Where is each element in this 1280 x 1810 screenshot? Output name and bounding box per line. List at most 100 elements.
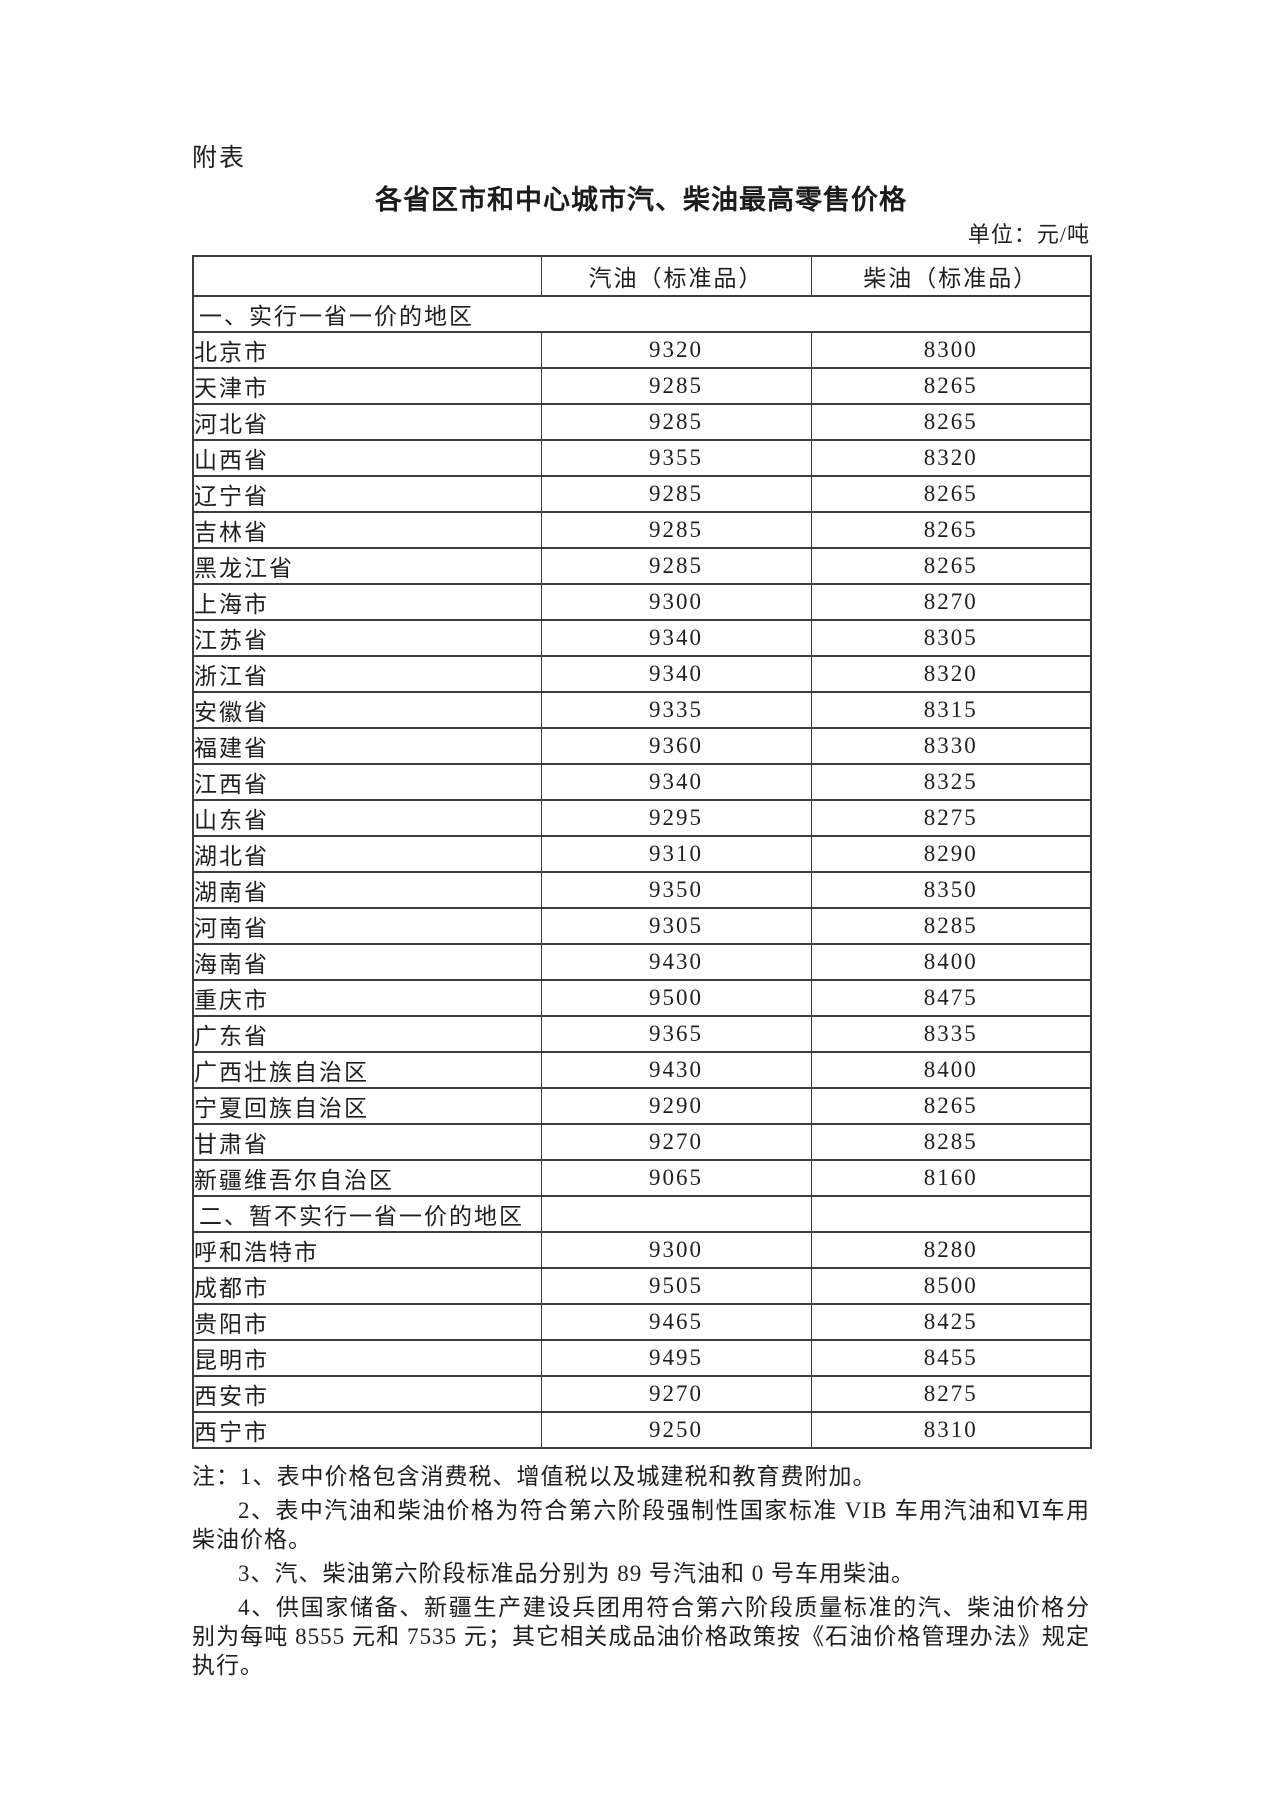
unit-label: 单位：元/吨 bbox=[967, 222, 1090, 247]
gasoline-price-cell: 9350 bbox=[540, 871, 812, 909]
price-row: 北京市 9320 8300 bbox=[192, 331, 1092, 369]
gasoline-price-cell: 9335 bbox=[540, 691, 812, 729]
region-cell: 广东省 bbox=[192, 1015, 542, 1053]
gasoline-price-cell: 9290 bbox=[540, 1087, 812, 1125]
region-cell: 福建省 bbox=[192, 727, 542, 765]
region-cell: 河北省 bbox=[192, 403, 542, 441]
gasoline-price-cell: 9310 bbox=[540, 835, 812, 873]
region-cell: 江西省 bbox=[192, 763, 542, 801]
price-row: 宁夏回族自治区 9290 8265 bbox=[192, 1087, 1092, 1125]
gasoline-price-cell: 9320 bbox=[540, 331, 812, 369]
price-row: 湖南省 9350 8350 bbox=[192, 871, 1092, 909]
region-cell: 辽宁省 bbox=[192, 475, 542, 513]
gasoline-price-cell: 9285 bbox=[540, 367, 812, 405]
note-item: 2、表中汽油和柴油价格为符合第六阶段强制性国家标准 VIB 车用汽油和Ⅵ车用柴油… bbox=[192, 1498, 1090, 1552]
gasoline-price-cell: 9465 bbox=[540, 1303, 812, 1341]
diesel-price-cell: 8500 bbox=[810, 1267, 1092, 1305]
section-heading-row: 一、实行一省一价的地区 bbox=[192, 295, 1092, 333]
diesel-price-cell: 8305 bbox=[810, 619, 1092, 657]
col-header-gasoline: 汽油（标准品） bbox=[540, 255, 812, 297]
price-row: 湖北省 9310 8290 bbox=[192, 835, 1092, 873]
diesel-price-cell: 8265 bbox=[810, 547, 1092, 585]
price-row: 河北省 9285 8265 bbox=[192, 403, 1092, 441]
region-cell: 昆明市 bbox=[192, 1339, 542, 1377]
gasoline-price-cell: 9285 bbox=[540, 511, 812, 549]
price-table-body: 一、实行一省一价的地区 北京市 9320 8300 天津市 9285 8265 河北省 9285… bbox=[192, 295, 1092, 1449]
gasoline-price-cell: 9295 bbox=[540, 799, 812, 837]
document-title: 各省区市和中心城市汽、柴油最高零售价格 bbox=[375, 185, 907, 215]
diesel-price-cell: 8275 bbox=[810, 1375, 1092, 1413]
diesel-price-cell: 8290 bbox=[810, 835, 1092, 873]
diesel-price-cell: 8265 bbox=[810, 367, 1092, 405]
price-row: 广西壮族自治区 9430 8400 bbox=[192, 1051, 1092, 1089]
region-cell: 西宁市 bbox=[192, 1411, 542, 1449]
price-row: 广东省 9365 8335 bbox=[192, 1015, 1092, 1053]
gasoline-price-cell: 9360 bbox=[540, 727, 812, 765]
region-cell: 重庆市 bbox=[192, 979, 542, 1017]
notes: 注：1、表中价格包含消费税、增值税以及城建税和教育费附加。 2、表中汽油和柴油价格… bbox=[192, 1462, 1090, 1680]
col-header-region bbox=[192, 255, 542, 297]
gasoline-price-cell: 9355 bbox=[540, 439, 812, 477]
note-item: 3、汽、柴油第六阶段标准品分别为 89 号汽油和 0 号车用柴油。 bbox=[238, 1561, 915, 1586]
diesel-price-cell: 8330 bbox=[810, 727, 1092, 765]
region-cell: 天津市 bbox=[192, 367, 542, 405]
price-row: 山东省 9295 8275 bbox=[192, 799, 1092, 837]
section-heading-cell: 二、暂不实行一省一价的地区 bbox=[192, 1195, 542, 1233]
price-row: 成都市 9505 8500 bbox=[192, 1267, 1092, 1305]
diesel-price-cell: 8325 bbox=[810, 763, 1092, 801]
price-row: 甘肃省 9270 8285 bbox=[192, 1123, 1092, 1161]
region-cell: 河南省 bbox=[192, 907, 542, 945]
gasoline-price-cell: 9500 bbox=[540, 979, 812, 1017]
gasoline-price-cell: 9340 bbox=[540, 619, 812, 657]
diesel-price-cell: 8160 bbox=[810, 1159, 1092, 1197]
price-row: 贵阳市 9465 8425 bbox=[192, 1303, 1092, 1341]
diesel-price-cell: 8300 bbox=[810, 331, 1092, 369]
diesel-price-cell: 8275 bbox=[810, 799, 1092, 837]
diesel-price-cell: 8315 bbox=[810, 691, 1092, 729]
note-item: 4、供国家储备、新疆生产建设兵团用符合第六阶段质量标准的汽、柴油价格分别为每吨 … bbox=[192, 1595, 1090, 1678]
diesel-price-cell: 8425 bbox=[810, 1303, 1092, 1341]
gasoline-price-cell: 9340 bbox=[540, 655, 812, 693]
gasoline-price-cell: 9285 bbox=[540, 475, 812, 513]
diesel-price-cell: 8265 bbox=[810, 403, 1092, 441]
gasoline-price-cell: 9305 bbox=[540, 907, 812, 945]
price-row: 新疆维吾尔自治区 9065 8160 bbox=[192, 1159, 1092, 1197]
price-row: 重庆市 9500 8475 bbox=[192, 979, 1092, 1017]
gasoline-price-cell: 9430 bbox=[540, 943, 812, 981]
price-row: 江苏省 9340 8305 bbox=[192, 619, 1092, 657]
empty-cell bbox=[540, 1195, 812, 1233]
section-heading-row: 二、暂不实行一省一价的地区 bbox=[192, 1195, 1092, 1233]
gasoline-price-cell: 9285 bbox=[540, 547, 812, 585]
col-header-diesel: 柴油（标准品） bbox=[810, 255, 1092, 297]
price-row: 西宁市 9250 8310 bbox=[192, 1411, 1092, 1449]
region-cell: 湖南省 bbox=[192, 871, 542, 909]
price-row: 安徽省 9335 8315 bbox=[192, 691, 1092, 729]
price-row: 辽宁省 9285 8265 bbox=[192, 475, 1092, 513]
gasoline-price-cell: 9250 bbox=[540, 1411, 812, 1449]
price-row: 福建省 9360 8330 bbox=[192, 727, 1092, 765]
diesel-price-cell: 8265 bbox=[810, 511, 1092, 549]
region-cell: 黑龙江省 bbox=[192, 547, 542, 585]
region-cell: 甘肃省 bbox=[192, 1123, 542, 1161]
gasoline-price-cell: 9365 bbox=[540, 1015, 812, 1053]
price-row: 浙江省 9340 8320 bbox=[192, 655, 1092, 693]
diesel-price-cell: 8285 bbox=[810, 907, 1092, 945]
price-row: 西安市 9270 8275 bbox=[192, 1375, 1092, 1413]
gasoline-price-cell: 9430 bbox=[540, 1051, 812, 1089]
diesel-price-cell: 8320 bbox=[810, 439, 1092, 477]
region-cell: 吉林省 bbox=[192, 511, 542, 549]
region-cell: 湖北省 bbox=[192, 835, 542, 873]
region-cell: 山西省 bbox=[192, 439, 542, 477]
region-cell: 成都市 bbox=[192, 1267, 542, 1305]
diesel-price-cell: 8400 bbox=[810, 1051, 1092, 1089]
diesel-price-cell: 8265 bbox=[810, 1087, 1092, 1125]
empty-cell bbox=[810, 1195, 1092, 1233]
document-content: 附表 各省区市和中心城市汽、柴油最高零售价格 单位：元/吨 汽油（标准品） 柴油… bbox=[192, 0, 1092, 1680]
diesel-price-cell: 8280 bbox=[810, 1231, 1092, 1269]
diesel-price-cell: 8455 bbox=[810, 1339, 1092, 1377]
price-row: 河南省 9305 8285 bbox=[192, 907, 1092, 945]
price-row: 黑龙江省 9285 8265 bbox=[192, 547, 1092, 585]
diesel-price-cell: 8310 bbox=[810, 1411, 1092, 1449]
diesel-price-cell: 8285 bbox=[810, 1123, 1092, 1161]
